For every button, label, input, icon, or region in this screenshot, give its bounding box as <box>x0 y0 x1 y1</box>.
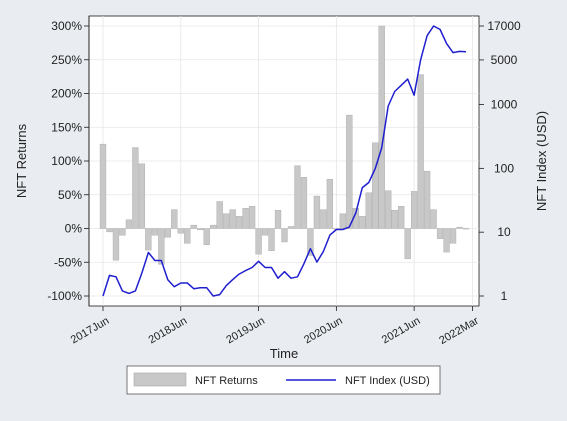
return-bar <box>404 228 411 260</box>
return-bar <box>164 228 171 238</box>
return-bar <box>261 228 269 236</box>
return-bar <box>281 228 288 243</box>
return-bar <box>398 206 405 229</box>
x-axis-label: Time <box>270 346 298 361</box>
return-bar <box>411 191 418 229</box>
left-axis: 300% 250% 200% 150% 100% 50% 0% -50% -100% <box>47 16 90 306</box>
return-bar <box>177 228 184 234</box>
x-tick-label: 2018Jun <box>147 315 190 347</box>
returns-bars <box>99 25 470 265</box>
right-tick-label: 100 <box>494 161 514 175</box>
right-tick-label: 1000 <box>491 98 518 112</box>
left-tick-label: 100% <box>51 154 82 168</box>
return-bar <box>125 219 133 229</box>
index-line <box>102 25 467 297</box>
right-tick-label: 17000 <box>487 19 521 33</box>
return-bar <box>190 224 197 229</box>
return-bar <box>171 209 178 229</box>
return-bar <box>223 213 230 229</box>
return-bar <box>274 210 282 229</box>
return-bar <box>158 228 165 265</box>
return-bar <box>99 143 107 229</box>
left-tick-label: -50% <box>54 255 82 269</box>
right-tick-label: 1 <box>501 289 508 303</box>
return-bar <box>313 195 321 229</box>
return-bar <box>365 192 372 229</box>
x-tick-label: 2017Jun <box>69 315 112 347</box>
legend: NFT Returns NFT Index (USD) <box>126 365 441 395</box>
x-tick-label: 2022Mar <box>437 315 481 347</box>
x-tick-label: 2019Jun <box>224 315 267 347</box>
return-bar <box>235 216 243 229</box>
return-bar <box>151 228 158 236</box>
return-bar <box>300 176 308 229</box>
x-axis: 2017Jun 2018Jun 2019Jun 2020Jun 2021Jun 2022M… <box>69 306 481 347</box>
left-tick-label: 200% <box>51 87 82 101</box>
return-bar <box>430 209 437 229</box>
left-axis-label: NFT Returns <box>14 123 29 198</box>
left-tick-label: 150% <box>51 120 82 134</box>
return-bar <box>203 228 210 245</box>
return-bar <box>255 228 262 255</box>
return-bar <box>132 147 139 229</box>
return-bar <box>307 228 314 256</box>
return-bar <box>268 228 275 251</box>
legend-label-returns: NFT Returns <box>195 375 258 387</box>
return-bar <box>248 206 256 229</box>
legend-label-index: NFT Index (USD) <box>345 375 430 387</box>
return-bar <box>385 190 392 229</box>
return-bar <box>242 208 249 229</box>
right-axis-label: NFT Index (USD) <box>534 111 549 211</box>
right-tick-label: 10 <box>497 225 511 239</box>
return-bar <box>229 209 236 229</box>
return-bar <box>423 170 431 229</box>
left-tick-label: 50% <box>58 188 82 202</box>
return-bar <box>359 216 366 229</box>
return-bar <box>417 74 424 229</box>
x-tick-label: 2021Jun <box>380 315 423 347</box>
return-bar <box>320 209 327 229</box>
index-series-line <box>102 25 467 297</box>
legend-bar-swatch <box>133 372 187 387</box>
return-bar <box>391 210 398 229</box>
return-bar <box>210 224 217 229</box>
return-bar <box>372 142 379 229</box>
return-bar <box>197 228 204 231</box>
return-bar <box>326 179 334 229</box>
return-bar <box>138 163 146 229</box>
left-tick-label: 0% <box>65 222 83 236</box>
return-bar <box>456 226 463 229</box>
return-bar <box>106 228 113 233</box>
return-bar <box>462 228 470 230</box>
return-bar <box>119 228 126 236</box>
right-tick-label: 5000 <box>491 53 518 67</box>
return-bar <box>216 201 223 229</box>
return-bar <box>294 165 301 229</box>
return-bar <box>346 114 353 229</box>
return-bar <box>436 228 444 239</box>
return-bar <box>443 228 450 253</box>
left-tick-label: 300% <box>51 19 82 33</box>
return-bar <box>378 25 385 229</box>
right-axis: 17000 5000 1000 100 10 1 <box>479 19 521 303</box>
left-tick-label: -100% <box>47 289 82 303</box>
return-bar <box>184 228 191 244</box>
left-tick-label: 250% <box>51 53 82 67</box>
return-bar <box>145 228 152 251</box>
return-bar <box>112 228 120 261</box>
return-bar <box>339 213 346 229</box>
x-tick-label: 2020Jun <box>302 315 345 347</box>
return-bar <box>287 226 295 229</box>
return-bar <box>449 228 457 244</box>
